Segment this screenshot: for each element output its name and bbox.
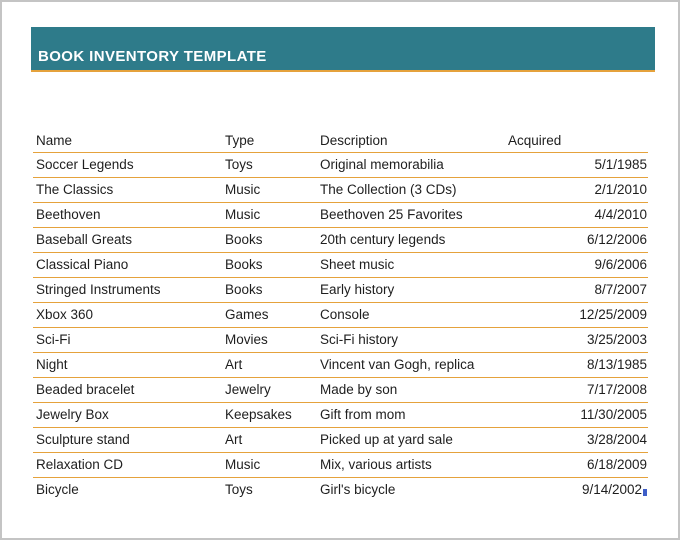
table-row: The Classics Music The Collection (3 CDs) 2… (33, 177, 648, 203)
cell-name: Soccer Legends (33, 152, 222, 178)
cell-name: The Classics (33, 177, 222, 203)
cell-acquired: 3/25/2003 (505, 327, 648, 353)
column-header-acquired: Acquired (505, 130, 648, 153)
table-row: Classical Piano Books Sheet music 9/6/2006 (33, 252, 648, 278)
cell-acquired: 12/25/2009 (505, 302, 648, 328)
cell-type: Art (222, 427, 317, 453)
cell-name: Stringed Instruments (33, 277, 222, 303)
text-cursor-mark (643, 489, 647, 497)
column-header-description: Description (317, 130, 505, 153)
cell-description: Console (317, 302, 505, 328)
table-row: Night Art Vincent van Gogh, replica 8/13/19… (33, 352, 648, 378)
cell-type: Games (222, 302, 317, 328)
cell-description: Original memorabilia (317, 152, 505, 178)
cell-type: Movies (222, 327, 317, 353)
cell-acquired: 4/4/2010 (505, 202, 648, 228)
cell-type: Toys (222, 152, 317, 178)
cell-acquired: 5/1/1985 (505, 152, 648, 178)
table-row: Jewelry Box Keepsakes Gift from mom 11/30/2… (33, 402, 648, 428)
column-header-name: Name (33, 130, 222, 153)
cell-name: Xbox 360 (33, 302, 222, 328)
cell-name: Sculpture stand (33, 427, 222, 453)
header-row: Name Type Description Acquired (33, 130, 648, 153)
cell-type: Toys (225, 482, 253, 498)
cell-description: Sci-Fi history (317, 327, 505, 353)
cell-description: Mix, various artists (317, 452, 505, 478)
cell-description: Sheet music (317, 252, 505, 278)
cell-type: Books (222, 277, 317, 303)
cell-name: Beaded bracelet (33, 377, 222, 403)
cell-acquired: 7/17/2008 (505, 377, 648, 403)
cell-type: Music (222, 177, 317, 203)
table-row: Sculpture stand Art Picked up at yard sale… (33, 427, 648, 453)
cell-acquired: 11/30/2005 (505, 402, 648, 428)
cell-acquired: 9/6/2006 (505, 252, 648, 278)
cell-name: Beethoven (33, 202, 222, 228)
cell-acquired: 9/14/2002 (505, 477, 648, 502)
table-row: Relaxation CD Music Mix, various artists 6/… (33, 452, 648, 478)
table-header: Name Type Description Acquired (33, 130, 648, 153)
cell-acquired: 2/1/2010 (505, 177, 648, 203)
cell-description: Beethoven 25 Favorites (317, 202, 505, 228)
table-row: Soccer Legends Toys Original memorabilia 5/… (33, 152, 648, 178)
table-row: Baseball Greats Books 20th century legends… (33, 227, 648, 253)
inventory-table-body: Soccer Legends Toys Original memorabilia 5/… (33, 152, 648, 502)
cell-type: Art (222, 352, 317, 378)
cell-type: Books (222, 227, 317, 253)
table-row: Stringed Instruments Books Early history 8/… (33, 277, 648, 303)
cell-name: Bicycle (36, 482, 79, 498)
table-row: Beaded bracelet Jewelry Made by son 7/17/20… (33, 377, 648, 403)
cell-type: Music (222, 202, 317, 228)
cell-description: Vincent van Gogh, replica (317, 352, 505, 378)
cell-acquired: 3/28/2004 (505, 427, 648, 453)
cell-description: Gift from mom (317, 402, 505, 428)
page-title: BOOK INVENTORY TEMPLATE (38, 48, 267, 65)
cell-type: Music (222, 452, 317, 478)
cell-type: Books (222, 252, 317, 278)
cell-description: Early history (317, 277, 505, 303)
cell-type: Jewelry (222, 377, 317, 403)
cell-description: 20th century legends (317, 227, 505, 253)
title-banner: BOOK INVENTORY TEMPLATE (31, 27, 655, 72)
table-row: Beethoven Music Beethoven 25 Favorites 4/4/… (33, 202, 648, 228)
column-header-type: Type (222, 130, 317, 153)
cell-name: Classical Piano (33, 252, 222, 278)
cell-name: Jewelry Box (33, 402, 222, 428)
cell-acquired: 8/13/1985 (505, 352, 648, 378)
table-row: Xbox 360 Games Console 12/25/2009 (33, 302, 648, 328)
cell-name: Night (33, 352, 222, 378)
table-row: Bicycle Toys Girl's bicycle 9/14/2002 (33, 477, 648, 502)
cell-type: Keepsakes (222, 402, 317, 428)
cell-acquired: 6/18/2009 (505, 452, 648, 478)
cell-description: Picked up at yard sale (317, 427, 505, 453)
cell-acquired: 8/7/2007 (505, 277, 648, 303)
cell-name: Sci-Fi (33, 327, 222, 353)
table-row: Sci-Fi Movies Sci-Fi history 3/25/2003 (33, 327, 648, 353)
cell-description: Girl's bicycle (320, 482, 396, 498)
inventory-table: Name Type Description Acquired Soccer Le… (33, 130, 648, 502)
cell-name: Relaxation CD (33, 452, 222, 478)
cell-description: Made by son (317, 377, 505, 403)
cell-name: Baseball Greats (33, 227, 222, 253)
cell-acquired: 6/12/2006 (505, 227, 648, 253)
cell-description: The Collection (3 CDs) (317, 177, 505, 203)
